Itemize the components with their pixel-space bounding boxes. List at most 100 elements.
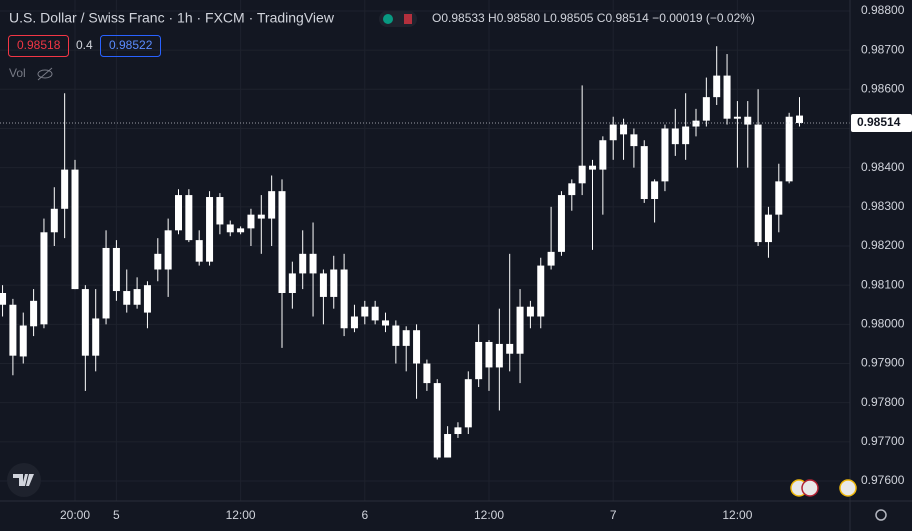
last-price-label: 0.98514 (857, 115, 901, 129)
candle-body (9, 304, 17, 356)
candle-body (50, 208, 58, 233)
x-tick-label: 12:00 (474, 508, 504, 522)
market-status (383, 14, 393, 24)
candle-body (796, 115, 803, 123)
spread: 0.4 (76, 38, 93, 52)
candle-body (702, 97, 710, 121)
candle-body (123, 291, 131, 305)
y-tick-label: 0.97800 (861, 395, 905, 409)
y-tick-label: 0.98400 (861, 160, 905, 174)
candle-body (278, 191, 286, 294)
candle-body (764, 214, 772, 243)
candle-body (578, 165, 586, 184)
ohlc-legend: O0.98533 H0.98580 L0.98505 C0.98514 −0.0… (432, 11, 755, 25)
candle-body (0, 293, 7, 305)
candle-body (309, 253, 317, 274)
y-tick-label: 0.97600 (861, 473, 905, 487)
y-tick-label: 0.98300 (861, 199, 905, 213)
bid-price: 0.98518 (17, 38, 61, 52)
candle-body (692, 120, 700, 127)
logo-mark (13, 474, 34, 486)
candle-body (330, 269, 338, 297)
candle-body (61, 169, 69, 209)
candle-body (723, 75, 731, 119)
candle-body (71, 169, 79, 290)
candle-body (506, 343, 514, 354)
candle-body (40, 232, 48, 325)
candle-body (371, 306, 379, 321)
candle-body (423, 363, 431, 384)
y-tick-label: 0.98000 (861, 317, 905, 331)
candle-body (195, 240, 203, 262)
candle-body (175, 195, 182, 231)
candle-body (143, 285, 151, 313)
y-tick-label: 0.97900 (861, 356, 905, 370)
candle-body (247, 214, 255, 229)
x-tick-label: 5 (113, 508, 120, 522)
candle-body (444, 434, 452, 458)
x-tick-label: 6 (361, 508, 368, 522)
candle-body (620, 124, 628, 135)
y-tick-label: 0.98700 (861, 42, 905, 56)
ask-price: 0.98522 (109, 38, 153, 52)
y-tick-label: 0.98200 (861, 238, 905, 252)
candle-body (713, 75, 721, 98)
candle-body (754, 124, 762, 243)
candle-body (547, 251, 555, 266)
candle-body (671, 128, 679, 145)
buy-button[interactable] (100, 35, 161, 57)
candle-body (609, 124, 617, 141)
candle-body (599, 140, 607, 170)
candle-body (133, 289, 141, 305)
candle-body (340, 269, 348, 329)
sell-button[interactable] (8, 35, 69, 57)
volume-label: Vol (9, 66, 26, 80)
candle-body (402, 330, 410, 346)
candle-body (475, 341, 483, 380)
candle-body (185, 195, 193, 241)
y-tick-label: 0.98800 (861, 3, 905, 17)
candle-body (413, 330, 421, 364)
chart-title: U.S. Dollar / Swiss Franc · 1h · FXCM · … (9, 10, 335, 26)
candles (0, 46, 850, 460)
candle-body (537, 265, 545, 317)
event-icons[interactable] (790, 479, 857, 497)
candle-body (661, 128, 669, 182)
candle-body (102, 247, 110, 319)
candle-body (454, 427, 462, 435)
x-tick-label: 12:00 (722, 508, 752, 522)
candle-body (568, 183, 576, 196)
y-tick-label: 0.98600 (861, 81, 905, 95)
candle-body (485, 341, 493, 368)
candle-body (733, 116, 741, 119)
candle-body (589, 165, 596, 170)
candle-body (350, 316, 358, 329)
candle-body (495, 343, 503, 368)
axes: 0.97600 0.97700 0.97800 0.97900 0.98000 0.981… (60, 3, 912, 522)
candle-body (299, 253, 307, 274)
candle-body (682, 126, 690, 145)
candle-body (237, 228, 245, 233)
candle-body (226, 224, 234, 233)
candle-body (640, 146, 648, 199)
candle-body (206, 197, 214, 262)
settings-icon[interactable] (875, 509, 887, 521)
candle-body (216, 197, 224, 225)
x-tick-label: 12:00 (226, 508, 256, 522)
candle-body (288, 273, 296, 294)
candle-body (164, 230, 172, 270)
candle-body (319, 273, 327, 297)
candle-body (651, 181, 659, 199)
candle-body (785, 116, 793, 182)
candle-body (19, 325, 27, 357)
candle-body (775, 181, 783, 215)
candle-body (526, 306, 534, 317)
candle-body (464, 379, 472, 428)
candle-body (361, 306, 369, 317)
candle-body (433, 383, 441, 458)
candle-body (257, 214, 265, 219)
candle-body (92, 318, 100, 356)
hide-icon[interactable] (37, 67, 53, 81)
candle-body (744, 116, 752, 125)
